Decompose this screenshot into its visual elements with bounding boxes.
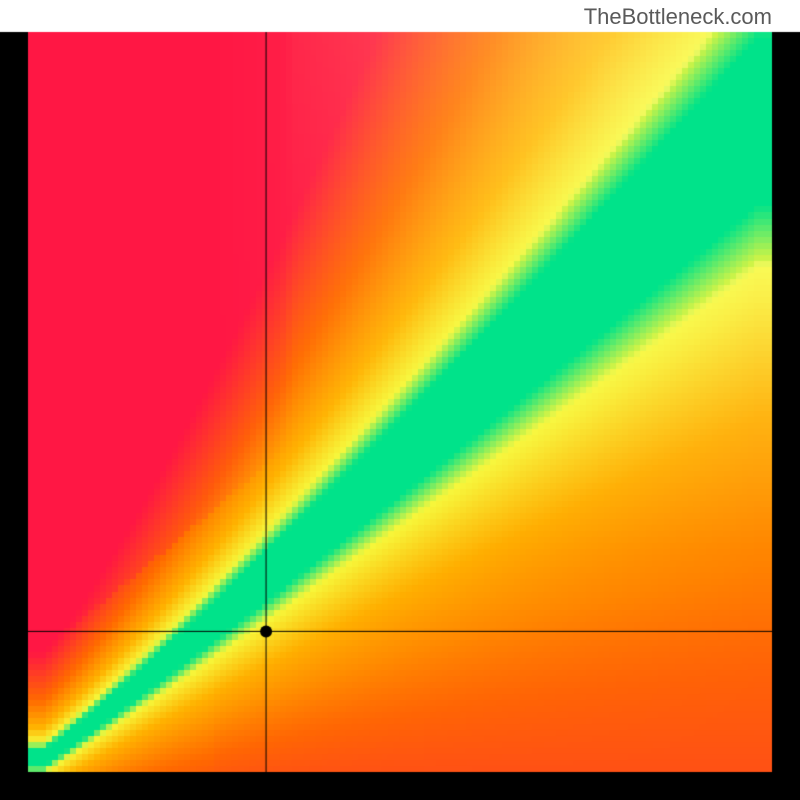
heatmap-canvas bbox=[0, 0, 800, 800]
chart-container: TheBottleneck.com bbox=[0, 0, 800, 800]
watermark-text: TheBottleneck.com bbox=[584, 4, 772, 30]
